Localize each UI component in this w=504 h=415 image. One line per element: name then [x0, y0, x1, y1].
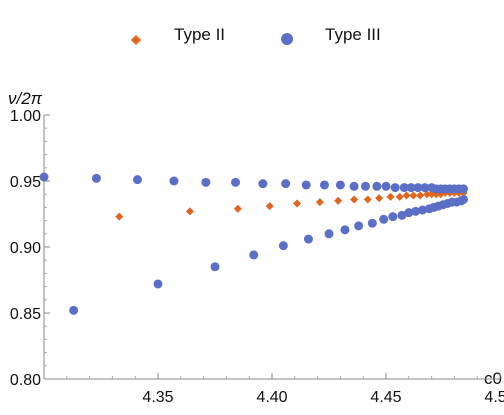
data-point-type-iii [335, 180, 345, 190]
y-tick-label: 0.95 [10, 174, 41, 191]
data-point-type-iii [303, 234, 313, 244]
data-point-type-ii [265, 202, 274, 211]
data-point-type-iii [379, 214, 389, 224]
data-point-type-iii [231, 177, 241, 187]
data-point-type-iii [201, 177, 211, 187]
data-point-type-ii [423, 190, 432, 199]
x-tick-label: 4.45 [370, 389, 401, 406]
data-point-type-ii [350, 195, 359, 204]
data-point-type-iii [390, 183, 400, 193]
data-point-type-iii [340, 225, 350, 235]
data-point-type-ii [395, 192, 404, 201]
data-point-type-iii [153, 279, 163, 289]
data-point-type-ii [409, 191, 418, 200]
data-point-type-iii [417, 205, 427, 215]
x-tick-label: 4.35 [142, 389, 173, 406]
axes [43, 115, 500, 380]
data-point-type-iii [132, 175, 142, 185]
y-tick-label: 0.90 [10, 240, 41, 257]
legend-marker-type-ii [131, 35, 141, 45]
data-point-type-iii [367, 218, 377, 228]
data-point-type-iii [399, 183, 409, 193]
data-point-type-iii [360, 181, 370, 191]
data-point-type-iii [258, 179, 268, 189]
data-points [39, 172, 469, 315]
data-point-type-iii [210, 262, 220, 272]
data-point-type-ii [334, 196, 343, 205]
data-point-type-iii [69, 305, 79, 315]
y-tick-label: 0.80 [10, 372, 41, 389]
data-point-type-iii [381, 181, 391, 191]
data-point-type-iii [420, 183, 430, 193]
data-point-type-iii [349, 181, 359, 191]
legend-label-type-iii: Type III [325, 25, 381, 44]
data-point-type-ii [185, 207, 194, 216]
legend-label-type-ii: Type II [174, 25, 225, 44]
ticks: 0.80 0.85 0.90 0.95 1.00 4.35 4.40 4.45 4.50 [10, 108, 504, 406]
data-point-type-ii [402, 191, 411, 200]
data-point-type-ii [416, 191, 425, 200]
y-tick-label: 1.00 [10, 108, 41, 125]
data-point-type-iii [278, 241, 288, 251]
data-point-type-iii [459, 194, 469, 204]
y-axis-label: ν/2π [8, 89, 43, 108]
data-point-type-iii [388, 212, 398, 222]
data-point-type-iii [404, 208, 414, 218]
data-point-type-ii [293, 199, 302, 208]
data-point-type-iii [324, 229, 334, 239]
data-point-type-ii [115, 212, 124, 221]
data-point-type-ii [375, 194, 384, 203]
legend-marker-type-iii [281, 33, 293, 45]
data-point-type-ii [233, 204, 242, 213]
data-point-type-iii [281, 179, 291, 189]
x-tick-label: 4.50 [484, 389, 504, 406]
data-point-type-iii [319, 180, 329, 190]
data-point-type-iii [354, 221, 364, 231]
data-point-type-iii [406, 183, 416, 193]
data-point-type-iii [372, 181, 382, 191]
data-point-type-iii [397, 210, 407, 220]
data-point-type-iii [249, 250, 259, 260]
data-point-type-iii [411, 206, 421, 216]
data-point-type-iii [91, 173, 101, 183]
data-point-type-iii [459, 184, 469, 194]
data-point-type-iii [413, 183, 423, 193]
data-point-type-ii [315, 198, 324, 207]
y-tick-label: 0.85 [10, 306, 41, 323]
x-tick-label: 4.40 [256, 389, 287, 406]
data-point-type-iii [169, 176, 179, 186]
legend: Type II Type III [131, 25, 381, 45]
data-point-type-iii [301, 180, 311, 190]
data-point-type-ii [363, 195, 372, 204]
data-point-type-iii [39, 172, 49, 182]
data-point-type-ii [386, 192, 395, 201]
